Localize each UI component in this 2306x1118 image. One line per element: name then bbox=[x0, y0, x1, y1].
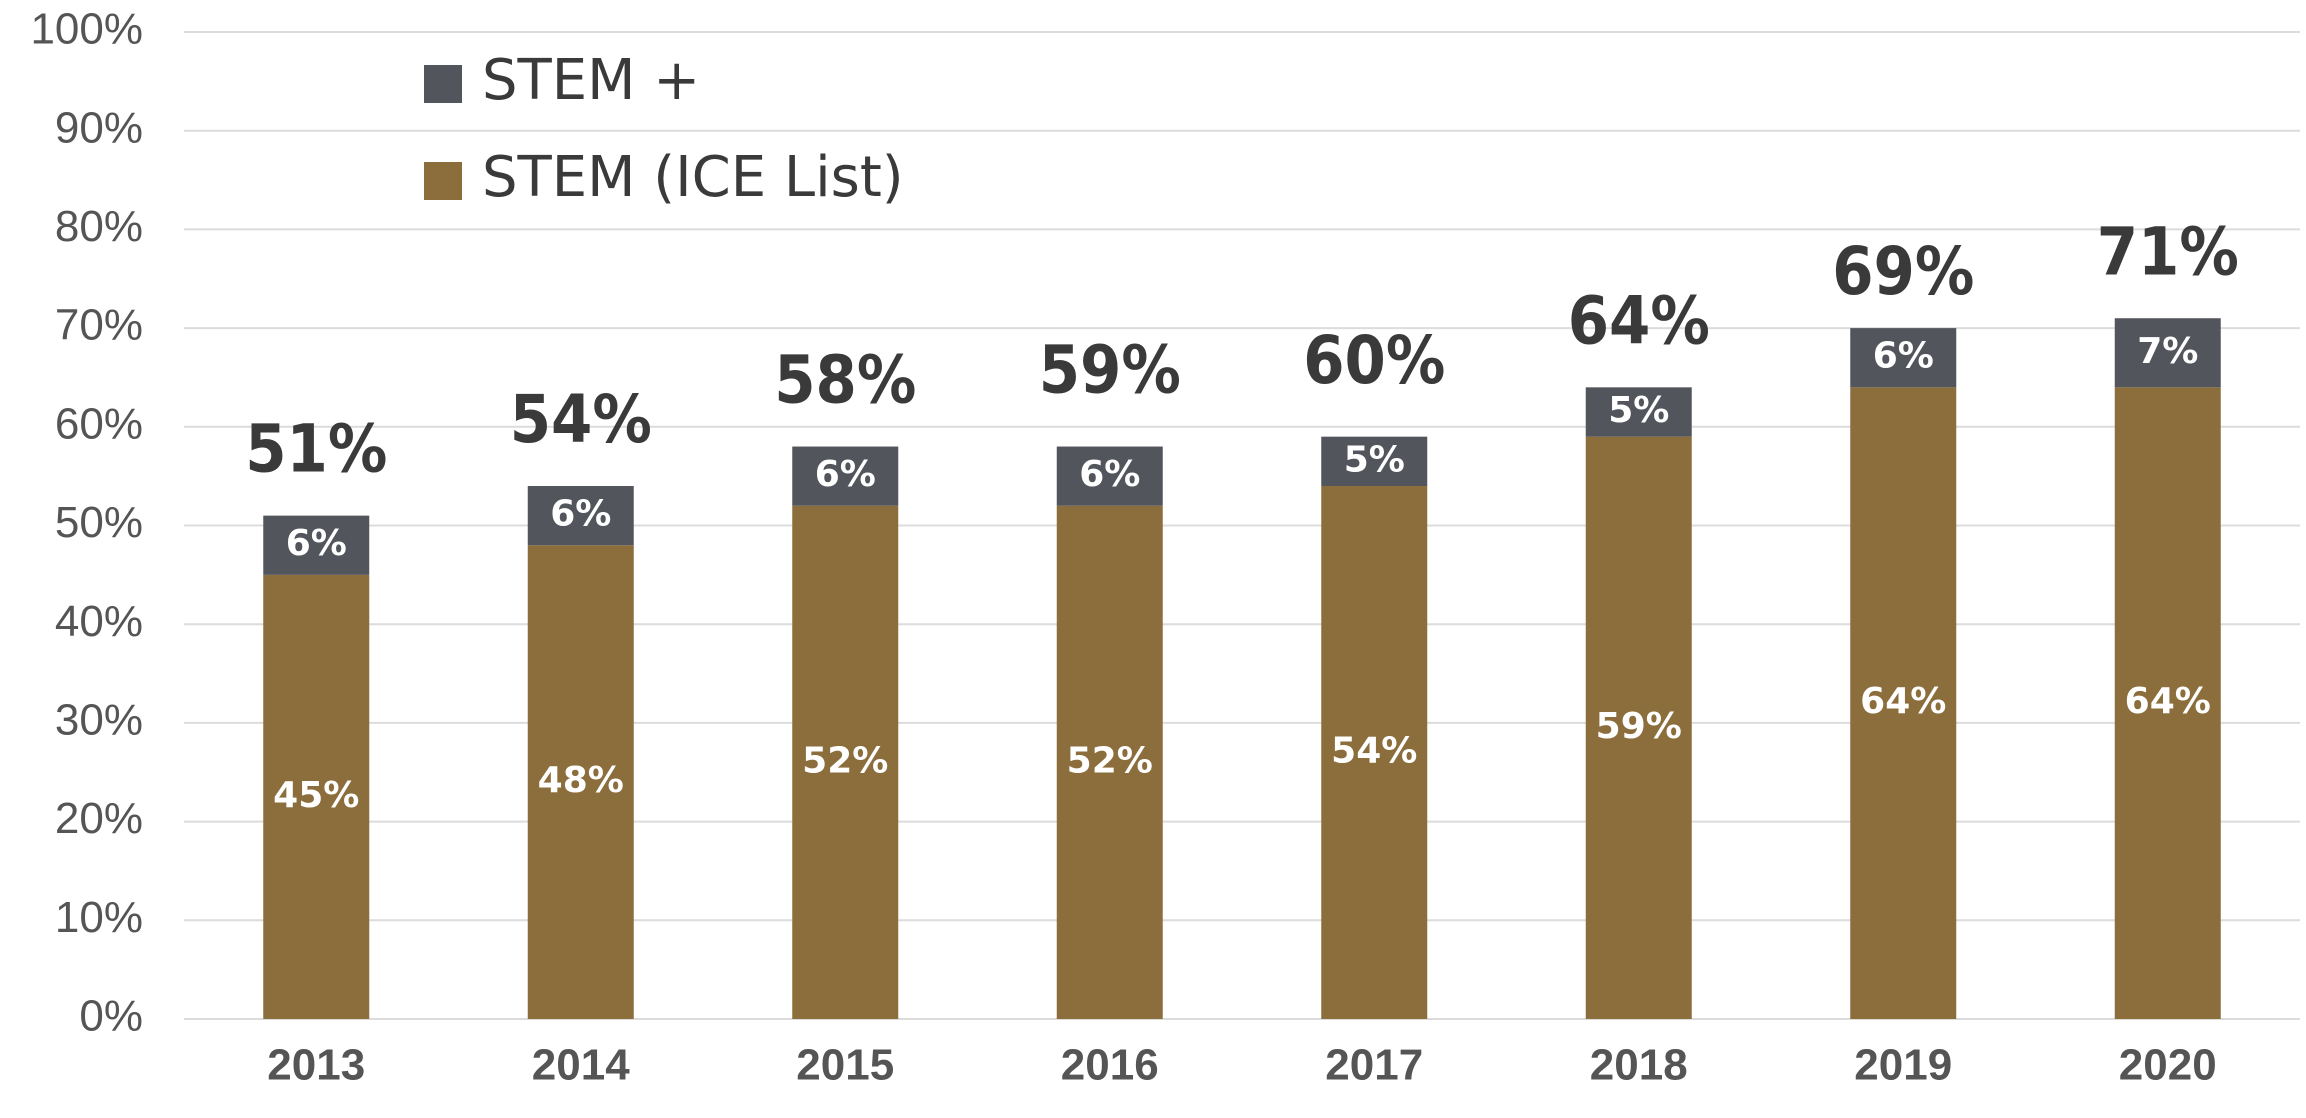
legend-swatch bbox=[424, 162, 462, 200]
bar-segment bbox=[2114, 318, 2221, 388]
bar-segment bbox=[1850, 387, 1957, 1019]
x-tick-label: 2013 bbox=[267, 1041, 365, 1090]
bar-segment bbox=[527, 486, 634, 546]
total-label: 58% bbox=[774, 342, 916, 419]
bar-segment bbox=[1321, 486, 1428, 1019]
data-label: 6% bbox=[550, 494, 611, 535]
bar-segment bbox=[1585, 436, 1692, 1019]
data-label: 54% bbox=[1331, 731, 1417, 772]
total-label: 51% bbox=[245, 411, 387, 488]
x-tick-label: 2016 bbox=[1061, 1041, 1159, 1090]
legend-swatch bbox=[424, 65, 462, 103]
bar-segment bbox=[792, 505, 899, 1019]
bar-segment bbox=[1056, 505, 1163, 1019]
total-label: 60% bbox=[1303, 322, 1445, 399]
data-label: 7% bbox=[2137, 331, 2198, 372]
x-tick-label: 2018 bbox=[1590, 1041, 1688, 1090]
bar-segment bbox=[263, 574, 370, 1019]
y-tick-label: 10% bbox=[55, 893, 143, 942]
y-tick-label: 80% bbox=[55, 202, 143, 251]
x-tick-label: 2019 bbox=[1854, 1041, 1952, 1090]
x-tick-label: 2017 bbox=[1325, 1041, 1423, 1090]
data-label: 5% bbox=[1344, 439, 1405, 480]
bar-segment bbox=[263, 515, 370, 575]
bar-segment bbox=[792, 446, 899, 506]
y-tick-label: 100% bbox=[30, 5, 143, 54]
y-tick-label: 20% bbox=[55, 794, 143, 843]
y-tick-label: 60% bbox=[55, 399, 143, 448]
total-label: 69% bbox=[1832, 233, 1974, 310]
total-label: 59% bbox=[1039, 332, 1181, 409]
bar-segment bbox=[1321, 436, 1428, 487]
bar-segment bbox=[1850, 328, 1957, 388]
legend-label: STEM + bbox=[482, 48, 700, 113]
data-label: 59% bbox=[1596, 706, 1682, 747]
data-label: 48% bbox=[538, 760, 624, 801]
bar-segment bbox=[527, 545, 634, 1019]
data-label: 64% bbox=[2125, 681, 2211, 722]
data-label: 45% bbox=[273, 775, 359, 816]
data-label: 5% bbox=[1608, 390, 1669, 431]
bar-segment bbox=[1056, 446, 1163, 506]
total-label: 54% bbox=[510, 381, 652, 458]
total-label: 64% bbox=[1568, 282, 1710, 359]
data-label: 6% bbox=[1079, 454, 1140, 495]
y-tick-label: 50% bbox=[55, 498, 143, 547]
data-label: 64% bbox=[1860, 681, 1946, 722]
bar-segment bbox=[2114, 387, 2221, 1019]
data-label: 52% bbox=[1067, 740, 1153, 781]
data-label: 52% bbox=[802, 740, 888, 781]
x-tick-label: 2020 bbox=[2119, 1041, 2217, 1090]
data-label: 6% bbox=[286, 523, 347, 564]
y-tick-label: 90% bbox=[55, 103, 143, 152]
y-tick-label: 40% bbox=[55, 597, 143, 646]
y-tick-label: 30% bbox=[55, 696, 143, 745]
total-label: 71% bbox=[2097, 213, 2239, 290]
y-tick-label: 70% bbox=[55, 301, 143, 350]
x-tick-label: 2014 bbox=[532, 1041, 630, 1090]
y-tick-label: 0% bbox=[79, 992, 143, 1041]
bar-segment bbox=[1585, 387, 1692, 437]
data-label: 6% bbox=[1873, 336, 1934, 377]
data-label: 6% bbox=[815, 454, 876, 495]
x-tick-label: 2015 bbox=[796, 1041, 894, 1090]
legend-label: STEM (ICE List) bbox=[482, 145, 904, 210]
